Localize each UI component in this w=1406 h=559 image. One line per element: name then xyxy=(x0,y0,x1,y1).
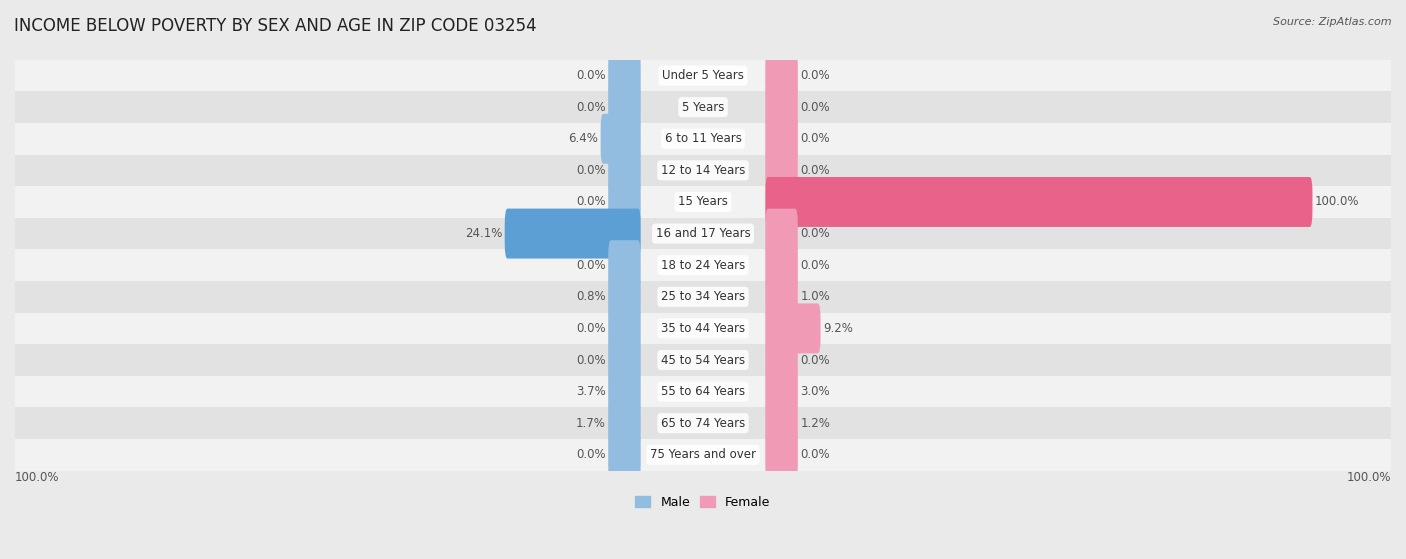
FancyBboxPatch shape xyxy=(609,304,641,353)
Text: 6 to 11 Years: 6 to 11 Years xyxy=(665,132,741,145)
Text: 100.0%: 100.0% xyxy=(1315,196,1360,209)
Text: 0.0%: 0.0% xyxy=(800,448,830,461)
FancyBboxPatch shape xyxy=(609,145,641,195)
Text: 0.8%: 0.8% xyxy=(576,290,606,304)
FancyBboxPatch shape xyxy=(765,82,797,132)
Text: 75 Years and over: 75 Years and over xyxy=(650,448,756,461)
FancyBboxPatch shape xyxy=(765,209,797,259)
FancyBboxPatch shape xyxy=(609,82,641,132)
Bar xyxy=(15,344,1391,376)
Bar xyxy=(15,60,1391,91)
Text: 0.0%: 0.0% xyxy=(800,164,830,177)
FancyBboxPatch shape xyxy=(609,50,641,101)
Bar xyxy=(15,439,1391,471)
Text: 0.0%: 0.0% xyxy=(800,259,830,272)
Text: 55 to 64 Years: 55 to 64 Years xyxy=(661,385,745,398)
Text: 1.0%: 1.0% xyxy=(800,290,831,304)
Text: INCOME BELOW POVERTY BY SEX AND AGE IN ZIP CODE 03254: INCOME BELOW POVERTY BY SEX AND AGE IN Z… xyxy=(14,17,537,35)
FancyBboxPatch shape xyxy=(765,50,797,101)
Bar xyxy=(15,249,1391,281)
Text: 24.1%: 24.1% xyxy=(464,227,502,240)
Bar xyxy=(15,408,1391,439)
Text: 0.0%: 0.0% xyxy=(800,69,830,82)
Text: Under 5 Years: Under 5 Years xyxy=(662,69,744,82)
FancyBboxPatch shape xyxy=(765,398,797,448)
FancyBboxPatch shape xyxy=(505,209,641,259)
FancyBboxPatch shape xyxy=(609,430,641,480)
Bar xyxy=(15,376,1391,408)
Text: 35 to 44 Years: 35 to 44 Years xyxy=(661,322,745,335)
Text: 0.0%: 0.0% xyxy=(800,132,830,145)
Text: Source: ZipAtlas.com: Source: ZipAtlas.com xyxy=(1274,17,1392,27)
Bar xyxy=(15,218,1391,249)
Legend: Male, Female: Male, Female xyxy=(630,491,776,514)
Text: 5 Years: 5 Years xyxy=(682,101,724,113)
FancyBboxPatch shape xyxy=(765,430,797,480)
Text: 0.0%: 0.0% xyxy=(576,101,606,113)
FancyBboxPatch shape xyxy=(765,367,797,416)
FancyBboxPatch shape xyxy=(765,304,821,353)
Text: 1.2%: 1.2% xyxy=(800,416,831,430)
Text: 25 to 34 Years: 25 to 34 Years xyxy=(661,290,745,304)
Text: 0.0%: 0.0% xyxy=(800,353,830,367)
Text: 0.0%: 0.0% xyxy=(800,101,830,113)
FancyBboxPatch shape xyxy=(609,367,641,416)
Text: 0.0%: 0.0% xyxy=(800,227,830,240)
Text: 16 and 17 Years: 16 and 17 Years xyxy=(655,227,751,240)
Text: 0.0%: 0.0% xyxy=(576,164,606,177)
Text: 3.7%: 3.7% xyxy=(575,385,606,398)
Bar xyxy=(15,123,1391,154)
Bar xyxy=(15,91,1391,123)
Text: 12 to 14 Years: 12 to 14 Years xyxy=(661,164,745,177)
Text: 0.0%: 0.0% xyxy=(576,322,606,335)
Bar xyxy=(15,186,1391,218)
FancyBboxPatch shape xyxy=(765,240,797,290)
Bar xyxy=(15,281,1391,312)
Text: 0.0%: 0.0% xyxy=(576,448,606,461)
FancyBboxPatch shape xyxy=(765,177,1312,227)
FancyBboxPatch shape xyxy=(765,145,797,195)
Text: 100.0%: 100.0% xyxy=(1347,471,1391,484)
FancyBboxPatch shape xyxy=(765,335,797,385)
Text: 0.0%: 0.0% xyxy=(576,353,606,367)
FancyBboxPatch shape xyxy=(609,335,641,385)
FancyBboxPatch shape xyxy=(765,272,797,322)
Text: 65 to 74 Years: 65 to 74 Years xyxy=(661,416,745,430)
Text: 0.0%: 0.0% xyxy=(576,69,606,82)
Text: 18 to 24 Years: 18 to 24 Years xyxy=(661,259,745,272)
Text: 6.4%: 6.4% xyxy=(568,132,598,145)
FancyBboxPatch shape xyxy=(609,272,641,322)
FancyBboxPatch shape xyxy=(765,114,797,164)
FancyBboxPatch shape xyxy=(609,177,641,227)
Text: 45 to 54 Years: 45 to 54 Years xyxy=(661,353,745,367)
Text: 1.7%: 1.7% xyxy=(575,416,606,430)
Bar xyxy=(15,154,1391,186)
Text: 100.0%: 100.0% xyxy=(15,471,59,484)
FancyBboxPatch shape xyxy=(609,240,641,290)
Text: 15 Years: 15 Years xyxy=(678,196,728,209)
FancyBboxPatch shape xyxy=(600,114,641,164)
Text: 0.0%: 0.0% xyxy=(576,259,606,272)
Text: 0.0%: 0.0% xyxy=(576,196,606,209)
Text: 3.0%: 3.0% xyxy=(800,385,830,398)
Bar xyxy=(15,312,1391,344)
FancyBboxPatch shape xyxy=(609,398,641,448)
Text: 9.2%: 9.2% xyxy=(824,322,853,335)
